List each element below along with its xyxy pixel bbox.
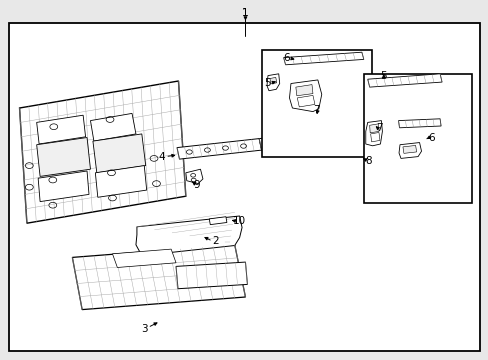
Polygon shape: [295, 85, 312, 96]
Polygon shape: [136, 216, 242, 256]
Polygon shape: [177, 139, 261, 159]
Polygon shape: [297, 95, 314, 107]
Polygon shape: [90, 113, 136, 141]
FancyBboxPatch shape: [261, 50, 371, 157]
Polygon shape: [20, 81, 185, 223]
Text: 7: 7: [375, 123, 382, 133]
Text: 1: 1: [242, 8, 248, 18]
Text: 10: 10: [233, 216, 245, 226]
Polygon shape: [289, 80, 321, 112]
Polygon shape: [93, 134, 145, 173]
Text: 4: 4: [158, 152, 164, 162]
Polygon shape: [72, 245, 245, 310]
Text: 7: 7: [313, 105, 320, 115]
Text: 6: 6: [283, 53, 290, 63]
Polygon shape: [176, 262, 247, 289]
Polygon shape: [369, 124, 378, 133]
Text: 1: 1: [242, 8, 248, 18]
Polygon shape: [266, 74, 279, 91]
Polygon shape: [269, 77, 276, 84]
Polygon shape: [367, 74, 441, 87]
FancyBboxPatch shape: [9, 23, 479, 351]
FancyBboxPatch shape: [364, 74, 471, 203]
Polygon shape: [209, 217, 226, 225]
Polygon shape: [185, 169, 203, 184]
Text: 9: 9: [193, 180, 200, 190]
Text: 3: 3: [141, 324, 147, 334]
Polygon shape: [283, 52, 363, 65]
Text: 6: 6: [427, 132, 434, 143]
Text: 8: 8: [364, 156, 371, 166]
Polygon shape: [95, 166, 146, 197]
Polygon shape: [398, 119, 440, 128]
Text: 5: 5: [380, 71, 386, 81]
Polygon shape: [37, 115, 85, 144]
Polygon shape: [398, 143, 421, 158]
Text: 5: 5: [264, 78, 271, 88]
Polygon shape: [112, 249, 176, 267]
Polygon shape: [365, 121, 382, 146]
Polygon shape: [259, 135, 295, 150]
Polygon shape: [402, 145, 416, 153]
Polygon shape: [370, 132, 379, 142]
Text: 2: 2: [211, 236, 218, 246]
Polygon shape: [37, 138, 90, 176]
Polygon shape: [38, 171, 89, 202]
